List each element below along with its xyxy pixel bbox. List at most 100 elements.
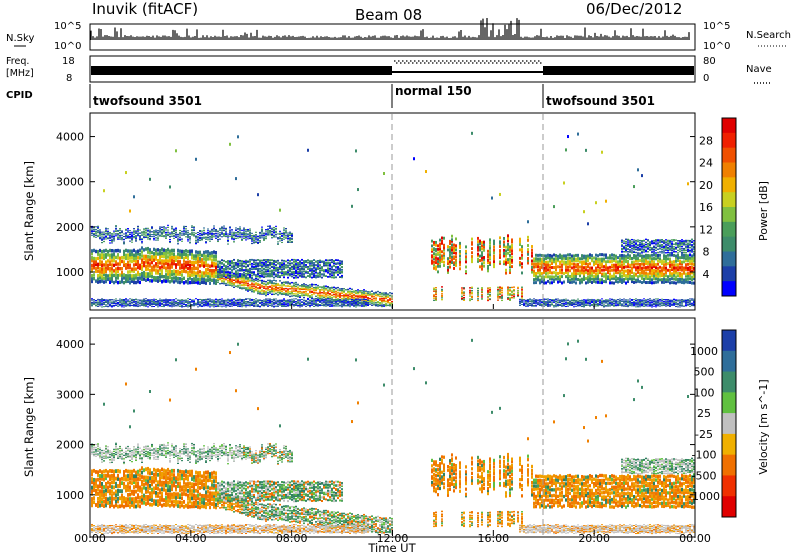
power-cell — [305, 270, 307, 273]
power-cell — [267, 274, 269, 277]
power-cell — [271, 230, 273, 232]
power-cell — [143, 270, 145, 275]
power-cell — [281, 293, 283, 296]
power-speck — [229, 142, 231, 146]
power-cell — [249, 232, 251, 234]
power-cell — [207, 299, 209, 301]
power-cell — [351, 292, 353, 295]
power-cell — [269, 285, 271, 288]
power-cell — [187, 271, 189, 275]
power-cell — [183, 233, 185, 235]
power-cell — [471, 290, 473, 292]
power-cell — [93, 299, 95, 301]
power-cell — [453, 255, 455, 259]
power-cell — [257, 273, 259, 276]
power-cell — [139, 239, 141, 241]
power-cell — [155, 268, 157, 272]
power-cell — [291, 290, 293, 292]
power-cell — [149, 238, 151, 240]
power-cell — [165, 299, 167, 301]
power-cell — [165, 300, 167, 302]
power-cell — [325, 289, 327, 291]
power-cell — [381, 302, 383, 304]
power-cell — [183, 306, 185, 308]
power-cell — [99, 230, 101, 232]
power-cell — [205, 263, 207, 268]
power-cell — [147, 227, 149, 229]
power-cell — [205, 257, 207, 262]
power-cell — [367, 301, 369, 303]
power-cell — [279, 288, 281, 290]
power-cell — [265, 259, 267, 261]
power-cell — [141, 303, 143, 305]
power-cell — [225, 232, 227, 234]
power-cell — [101, 304, 103, 306]
power-cell — [213, 261, 215, 266]
power-cell — [237, 278, 239, 281]
power-cell — [471, 237, 473, 241]
power-cell — [269, 303, 271, 305]
power-cell — [177, 236, 179, 238]
power-cell — [219, 301, 221, 303]
power-cell — [91, 251, 93, 256]
power-cell — [249, 260, 251, 263]
power-cell — [309, 286, 311, 288]
power-cell — [189, 273, 191, 277]
power-cell — [153, 236, 155, 238]
power-cell — [169, 299, 171, 301]
power-cell — [163, 265, 165, 270]
power-cell — [265, 280, 267, 283]
power-cell — [487, 253, 489, 257]
power-cell — [459, 258, 461, 261]
power-cell — [147, 235, 149, 237]
power-cell — [245, 276, 247, 279]
power-cell — [157, 232, 159, 234]
power-cell — [135, 235, 137, 237]
power-cell — [107, 232, 109, 234]
power-cell — [299, 296, 301, 299]
power-cell — [137, 262, 139, 267]
power-cell — [189, 305, 191, 307]
power-cell — [131, 259, 133, 264]
power-cell — [121, 238, 123, 240]
power-cell — [481, 293, 483, 296]
power-cell — [333, 293, 335, 296]
power-cell — [287, 293, 289, 295]
power-cell — [267, 225, 269, 227]
power-cell — [233, 298, 235, 300]
power-cell — [343, 288, 345, 290]
power-cell — [225, 236, 227, 238]
power-cell — [161, 228, 163, 231]
power-cell — [245, 236, 247, 238]
power-cell — [163, 259, 165, 263]
power-cell — [225, 299, 227, 301]
power-cell — [339, 294, 341, 296]
power-cell — [453, 243, 455, 247]
power-cell — [285, 300, 287, 302]
power-cell — [527, 300, 529, 302]
power-cell — [305, 293, 307, 295]
power-cell — [197, 299, 199, 301]
power-cell — [339, 272, 341, 275]
power-cell — [227, 301, 229, 303]
power-cell — [245, 300, 247, 302]
power-cell — [129, 259, 131, 263]
power-cell — [535, 271, 537, 275]
power-cell — [489, 246, 491, 250]
power-cell — [147, 236, 149, 239]
power-cell — [237, 237, 239, 239]
power-cell — [219, 260, 221, 263]
power-cell — [337, 268, 339, 271]
power-cell — [155, 264, 157, 268]
power-cell — [245, 277, 247, 280]
power-cell — [291, 265, 293, 268]
power-cell — [119, 280, 121, 285]
power-cell — [355, 290, 357, 292]
power-cell — [189, 276, 191, 280]
power-cell — [291, 240, 293, 243]
power-cell — [367, 294, 369, 297]
power-cell — [189, 304, 191, 306]
power-cell — [267, 291, 269, 294]
power-cell — [93, 303, 95, 305]
power-cell — [367, 301, 369, 303]
